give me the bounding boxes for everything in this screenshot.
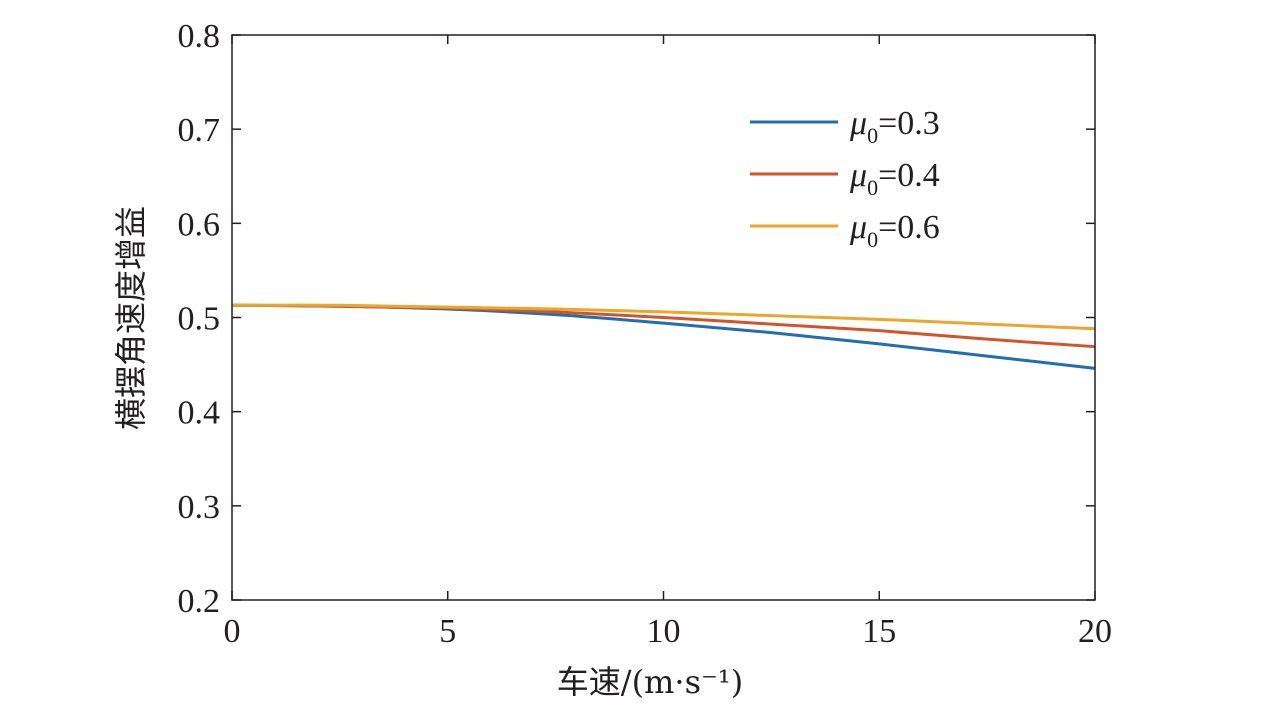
x-tick-label: 15 [862,613,896,650]
x-tick-label: 0 [224,613,241,650]
legend: μ0=0.3 μ0=0.4 μ0=0.6 [750,105,940,252]
y-tick-label: 0.5 [178,301,221,338]
y-tick-label: 0.8 [178,18,221,55]
x-tick-label: 5 [439,613,456,650]
y-tick-label: 0.3 [178,489,221,526]
series-layer [231,303,1096,370]
y-tick-label: 0.4 [178,395,221,432]
x-axis-label: 车速/(m·s⁻¹) [557,663,743,701]
legend-label-0: μ0=0.3 [849,105,940,148]
x-tick-label: 10 [647,613,681,650]
ticks-layer: 0 5 10 15 20 0.2 0.3 0.4 0.5 0.6 0.7 0.8 [178,18,1113,650]
y-tick-label: 0.2 [178,583,221,620]
series-line-2 [231,303,1096,331]
y-axis-label: 横摆角速度增益 [112,206,150,430]
legend-label-2: μ0=0.6 [849,209,940,252]
x-tick-label: 20 [1078,613,1112,650]
y-tick-label: 0.6 [178,206,221,243]
y-tick-label: 0.7 [178,112,221,149]
legend-label-1: μ0=0.4 [849,157,940,200]
